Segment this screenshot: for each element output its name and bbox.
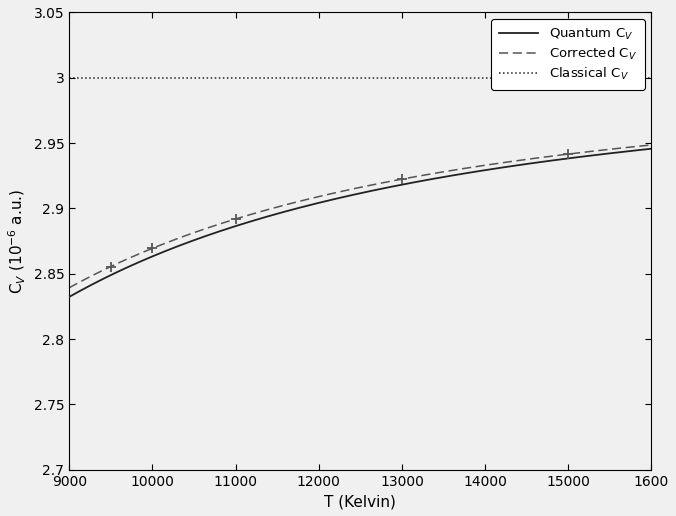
Quantum C$_V$: [65, 294, 73, 300]
Line: Quantum C$_V$: Quantum C$_V$: [69, 149, 652, 297]
Quantum C$_V$: [345, 192, 354, 199]
Quantum C$_V$: [341, 194, 349, 200]
Corrected C$_V$: [380, 180, 388, 186]
Legend: Quantum C$_V$, Corrected C$_V$, Classical C$_V$: Quantum C$_V$, Corrected C$_V$, Classica…: [491, 19, 645, 90]
Corrected C$_V$: [542, 154, 550, 160]
Quantum C$_V$: [542, 158, 550, 165]
Quantum C$_V$: [648, 146, 656, 152]
Corrected C$_V$: [345, 187, 354, 193]
Corrected C$_V$: [65, 285, 73, 291]
Line: Corrected C$_V$: Corrected C$_V$: [69, 145, 652, 288]
Y-axis label: C$_V$ (10$^{-6}$ a.u.): C$_V$ (10$^{-6}$ a.u.): [7, 188, 28, 294]
Quantum C$_V$: [412, 179, 420, 185]
Quantum C$_V$: [633, 147, 642, 153]
Corrected C$_V$: [341, 187, 349, 194]
Corrected C$_V$: [633, 143, 642, 150]
Quantum C$_V$: [380, 185, 388, 191]
X-axis label: T (Kelvin): T (Kelvin): [324, 494, 396, 509]
Corrected C$_V$: [412, 173, 420, 180]
Corrected C$_V$: [648, 142, 656, 148]
